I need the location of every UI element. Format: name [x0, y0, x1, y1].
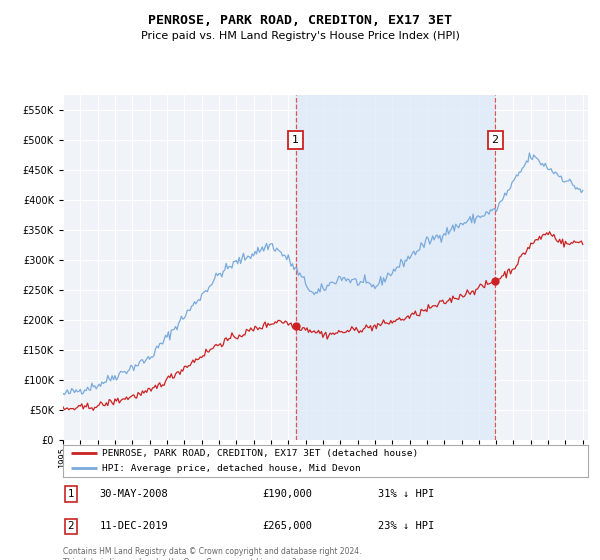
Text: Price paid vs. HM Land Registry's House Price Index (HPI): Price paid vs. HM Land Registry's House … — [140, 31, 460, 41]
Text: 11-DEC-2019: 11-DEC-2019 — [100, 521, 169, 531]
Text: PENROSE, PARK ROAD, CREDITON, EX17 3ET (detached house): PENROSE, PARK ROAD, CREDITON, EX17 3ET (… — [103, 449, 419, 458]
Text: Contains HM Land Registry data © Crown copyright and database right 2024.
This d: Contains HM Land Registry data © Crown c… — [63, 547, 361, 560]
Text: 1: 1 — [292, 135, 299, 145]
Text: 30-MAY-2008: 30-MAY-2008 — [100, 489, 169, 499]
Text: 31% ↓ HPI: 31% ↓ HPI — [378, 489, 434, 499]
Text: £190,000: £190,000 — [263, 489, 313, 499]
Text: 2: 2 — [491, 135, 499, 145]
Text: £265,000: £265,000 — [263, 521, 313, 531]
Text: 23% ↓ HPI: 23% ↓ HPI — [378, 521, 434, 531]
Bar — [296, 95, 495, 440]
Text: 2: 2 — [68, 521, 74, 531]
Text: 1: 1 — [68, 489, 74, 499]
Text: PENROSE, PARK ROAD, CREDITON, EX17 3ET: PENROSE, PARK ROAD, CREDITON, EX17 3ET — [148, 14, 452, 27]
Text: HPI: Average price, detached house, Mid Devon: HPI: Average price, detached house, Mid … — [103, 464, 361, 473]
